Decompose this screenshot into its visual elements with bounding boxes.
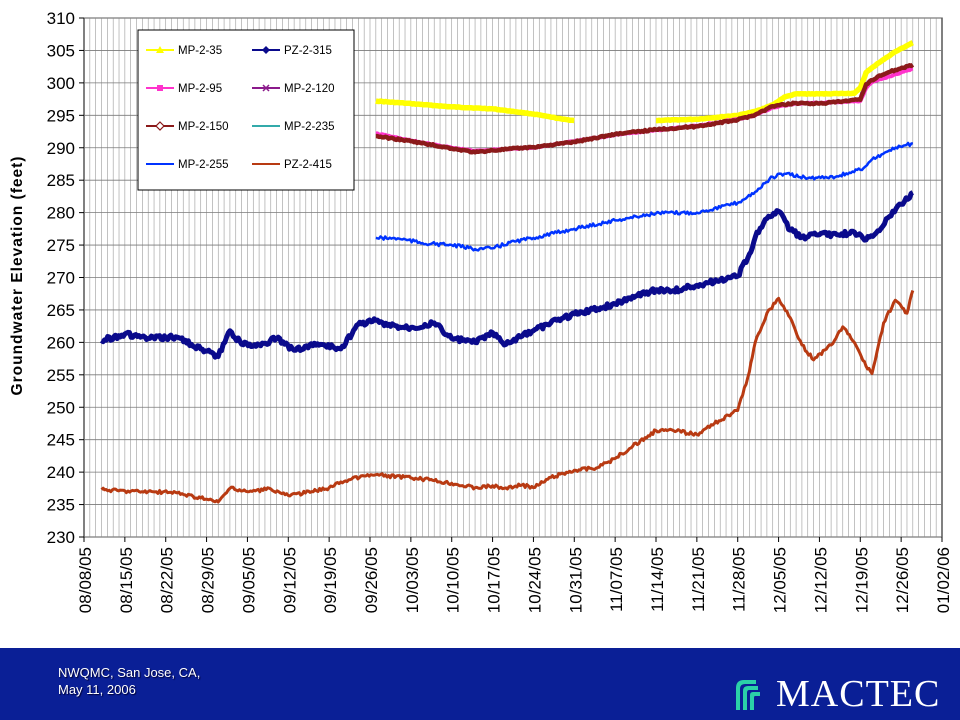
legend-marker-icon [262,84,270,92]
x-tick-label: 08/22/05 [158,547,177,613]
company-logo: MACTEC [732,674,952,714]
legend-label: MP-2-255 [178,159,229,171]
series-line-mp-2-35 [374,40,914,124]
x-tick-label: 09/19/05 [321,547,340,613]
footer-bar: NWQMC, San Jose, CA, May 11, 2006 MACTEC [0,648,960,720]
series-line-pz-2-315 [99,190,914,360]
legend-item-mp-2-150: MP-2-150 [146,121,229,133]
x-tick-label: 11/14/05 [648,547,667,612]
y-tick-label: 285 [47,171,75,190]
y-tick-label: 310 [47,9,75,28]
y-tick-label: 240 [47,463,75,482]
y-tick-label: 260 [47,333,75,352]
logo-text: MACTEC [776,673,941,715]
y-tick-label: 265 [47,301,75,320]
y-tick-label: 295 [47,106,75,125]
logo-mark-icon [736,680,760,710]
y-tick-label: 305 [47,41,75,60]
series-line-pz-2-415 [100,290,915,504]
legend-label: MP-2-235 [284,121,335,133]
y-axis-label: Groundwater Elevation (feet) [9,156,26,396]
legend-marker-icon [262,46,270,54]
x-tick-label: 09/12/05 [280,547,299,613]
x-tick-label: 11/07/05 [607,547,626,612]
footer-line-1: NWQMC, San Jose, CA, [58,665,201,680]
legend-label: MP-2-95 [178,83,222,95]
x-tick-label: 11/21/05 [689,547,708,612]
legend-marker-icon [156,46,164,53]
legend-marker-icon [157,85,163,91]
legend-label: MP-2-150 [178,121,229,133]
x-tick-label: 08/29/05 [199,547,218,613]
y-tick-label: 270 [47,269,75,288]
footer-line-2: May 11, 2006 [58,682,136,697]
legend-marker-icon [155,121,165,131]
y-tick-label: 290 [47,139,75,158]
x-tick-label: 10/03/05 [403,547,422,613]
x-tick-label: 10/31/05 [566,547,585,613]
x-tick-label: 12/12/05 [811,547,830,613]
x-tick-label: 12/26/05 [893,547,912,613]
legend-item-mp-2-35: MP-2-35 [146,45,222,57]
y-tick-label: 250 [47,398,75,417]
y-tick-label: 230 [47,528,75,547]
y-tick-label: 300 [47,74,75,93]
x-tick-label: 09/26/05 [362,547,381,613]
legend-item-pz-2-315: PZ-2-315 [252,45,332,57]
y-tick-label: 255 [47,366,75,385]
y-tick-label: 280 [47,204,75,223]
x-tick-label: 09/05/05 [239,547,258,613]
legend-item-mp-2-95: MP-2-95 [146,83,222,95]
legend-item-mp-2-255: MP-2-255 [146,159,229,171]
legend-item-mp-2-235: MP-2-235 [252,121,335,133]
x-tick-label: 01/02/06 [934,547,953,613]
y-tick-label: 245 [47,431,75,450]
legend-label: PZ-2-315 [284,45,332,57]
groundwater-chart: 230 235 240 245 250 255 260 265 270 275 280 285 290 2… [9,9,953,614]
x-tick-label: 10/10/05 [444,547,463,613]
x-tick-label: 12/19/05 [852,547,871,613]
x-tick-label: 10/17/05 [485,547,504,613]
legend-label: MP-2-120 [284,83,335,95]
x-tick-label: 08/08/05 [76,547,95,613]
x-tick-label: 12/05/05 [771,547,790,613]
series-line-mp-2-150 [375,62,915,155]
legend-label: MP-2-35 [178,45,222,57]
legend-label: PZ-2-415 [284,159,332,171]
chart-series-layer [99,40,915,504]
x-tick-label: 11/28/05 [730,547,749,612]
footer-caption: NWQMC, San Jose, CA, May 11, 2006 [58,664,200,698]
legend-item-mp-2-120: MP-2-120 [252,83,335,95]
x-tick-label: 10/24/05 [525,547,544,613]
chart-legend: MP-2-35 PZ-2-315 MP-2-95 MP-2-120 MP-2-150 MP… [137,29,355,191]
chart-axes: 230 235 240 245 250 255 260 265 270 275 280 285 290 2… [9,9,953,613]
series-line-mp-2-255 [375,141,914,252]
legend-item-pz-2-415: PZ-2-415 [252,159,332,171]
y-tick-label: 235 [47,496,75,515]
x-tick-label: 08/15/05 [117,547,136,613]
y-tick-label: 275 [47,236,75,255]
